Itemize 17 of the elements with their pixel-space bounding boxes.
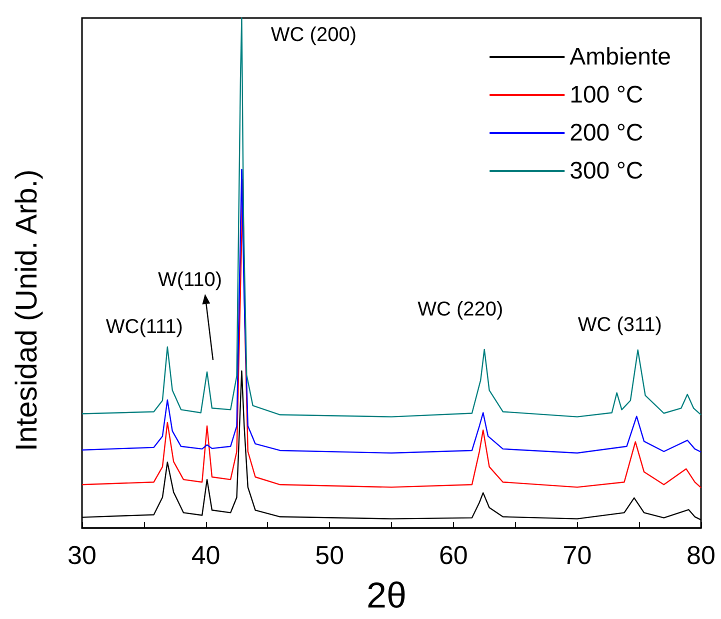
- annotation: WC (220): [418, 298, 504, 320]
- legend-label: 200 °C: [570, 120, 644, 146]
- x-tick-label: 40: [191, 540, 220, 570]
- x-tick-label: 80: [686, 540, 716, 570]
- legend-label: 300 °C: [570, 158, 644, 184]
- x-tick-label: 60: [438, 540, 468, 570]
- x-tick-label: 70: [562, 540, 592, 570]
- x-tick-label: 50: [315, 540, 344, 570]
- x-axis-title: 2θ: [366, 574, 407, 616]
- annotation: W(110): [158, 269, 222, 291]
- legend-label: 100 °C: [570, 82, 644, 108]
- legend-label: Ambiente: [570, 44, 671, 70]
- annotation: WC (200): [270, 24, 356, 46]
- annotation: WC (311): [578, 314, 662, 336]
- y-axis-title: Intesidad (Unid. Arb.): [10, 169, 44, 452]
- x-tick-label: 30: [68, 540, 96, 570]
- annotation: WC(111): [106, 316, 183, 338]
